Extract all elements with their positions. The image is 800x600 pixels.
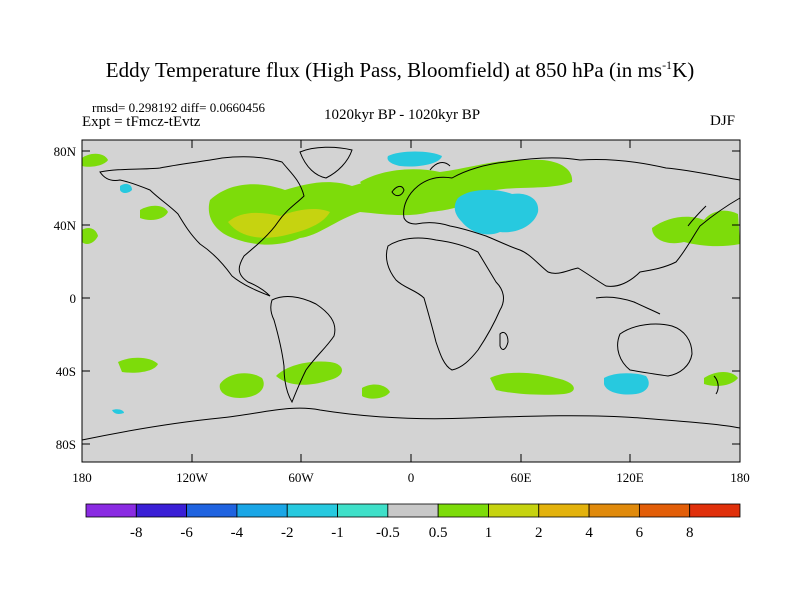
coastline	[270, 296, 336, 404]
anomaly-patch	[704, 372, 738, 386]
x-tick-label: 60E	[511, 470, 532, 485]
colorbar-swatch	[689, 503, 741, 518]
colorbar-swatch	[387, 503, 439, 518]
x-tick-label: 180	[730, 470, 750, 485]
colorbar-label: -4	[231, 525, 244, 541]
colorbar-label: 6	[636, 525, 644, 541]
colorbar-label: 2	[535, 525, 543, 541]
anomaly-patch	[276, 361, 342, 385]
colorbar-swatch	[286, 503, 338, 518]
colorbar-swatch	[538, 503, 590, 518]
anomaly-patch	[120, 183, 132, 193]
anomaly-patch	[362, 384, 390, 399]
colorbar-label: -0.5	[376, 525, 400, 541]
colorbar-swatch	[85, 503, 137, 518]
colorbar-label: 1	[485, 525, 493, 541]
anomaly-patch	[228, 209, 330, 238]
period-label: 1020kyr BP - 1020kyr BP	[324, 107, 481, 123]
anomaly-patch	[118, 357, 158, 373]
coastline	[499, 331, 509, 350]
coastlines	[81, 146, 741, 441]
coastline	[595, 296, 661, 315]
colorbar-label: -1	[331, 525, 344, 541]
anomaly-patch	[652, 210, 740, 247]
colorbar-label: 0.5	[429, 525, 448, 541]
anomaly-patch	[219, 373, 264, 398]
stats-text: rmsd= 0.298192 diff= 0.0660456	[92, 100, 265, 115]
colorbar-label: -2	[281, 525, 294, 541]
colorbar: -8 -6 -4 -2 -1 -0.5 0.5 1 2 4 6 8	[85, 503, 741, 541]
x-tick-label: 0	[408, 470, 415, 485]
coastline	[81, 407, 741, 441]
colorbar-swatch	[588, 503, 640, 518]
anomaly-patch	[490, 372, 574, 395]
colorbar-label: 4	[585, 525, 593, 541]
anomaly-patch	[112, 409, 124, 414]
coastline	[403, 157, 741, 287]
y-tick-label: 80N	[54, 144, 77, 159]
coastline	[385, 237, 504, 371]
colorbar-swatch	[488, 503, 540, 518]
colorbar-label: -8	[130, 525, 143, 541]
x-tick-label: 120E	[616, 470, 644, 485]
coastline	[99, 156, 305, 297]
y-tick-label: 0	[70, 291, 77, 306]
anomaly-patch	[604, 373, 649, 395]
y-tick-label: 40S	[56, 364, 76, 379]
anomaly-patch	[360, 159, 573, 195]
coastline	[617, 323, 693, 377]
anomaly-patch	[387, 151, 442, 167]
anomaly-patch	[82, 153, 108, 167]
anomaly-patch	[82, 228, 98, 244]
season-label: DJF	[710, 113, 736, 129]
colorbar-swatch	[135, 503, 188, 518]
anomaly-patch	[140, 205, 168, 220]
colorbar-swatch	[638, 503, 691, 518]
anomaly-patches	[82, 151, 740, 414]
x-tick-label: 60W	[288, 470, 314, 485]
colorbar-label: 8	[686, 525, 694, 541]
y-tick-label: 40N	[54, 218, 77, 233]
colorbar-swatch	[337, 503, 389, 518]
y-tick-label: 80S	[56, 437, 76, 452]
x-tick-label: 180	[72, 470, 92, 485]
coastline	[713, 375, 719, 395]
axis-ticks	[81, 140, 741, 462]
x-tick-label: 120W	[176, 470, 209, 485]
coastline	[391, 185, 405, 197]
plot-title: Eddy Temperature flux (High Pass, Bloomf…	[105, 58, 695, 82]
coastline	[429, 162, 451, 171]
colorbar-swatch	[437, 503, 489, 518]
coastline	[687, 205, 707, 227]
colorbar-swatch	[186, 503, 238, 518]
anomaly-patch	[454, 189, 539, 235]
colorbar-swatch	[236, 503, 288, 518]
colorbar-label: -6	[180, 525, 193, 541]
experiment-label: Expt = tFmcz-tEvtz	[82, 114, 201, 130]
coastline	[299, 146, 353, 179]
